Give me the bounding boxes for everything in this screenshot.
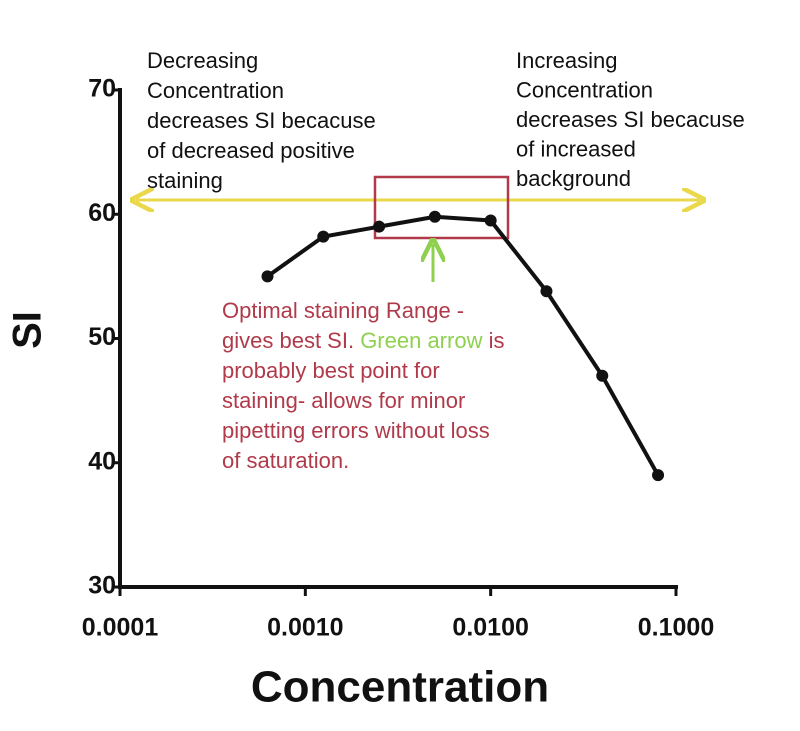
x-axis-title: Concentration — [251, 663, 549, 712]
annotation-line: background — [516, 166, 631, 191]
annotation-line: pipetting errors without loss — [222, 418, 490, 443]
y-tick-label: 30 — [88, 572, 116, 600]
data-point — [596, 369, 609, 382]
annotation-line: of decreased positive — [147, 138, 355, 163]
y-tick-label: 60 — [88, 199, 116, 227]
data-point — [540, 285, 553, 298]
x-tick-label: 0.0001 — [82, 614, 159, 642]
x-tick-label: 0.0100 — [452, 614, 528, 642]
y-tick-label: 50 — [88, 323, 116, 351]
annotation-line: of saturation. — [222, 448, 349, 473]
annotation-line: Concentration — [147, 78, 284, 103]
data-point — [652, 469, 665, 482]
optimal-range-box — [373, 175, 510, 240]
data-point — [261, 270, 274, 283]
annotation-span: Green arrow — [360, 328, 482, 353]
data-line — [266, 214, 660, 477]
data-point — [484, 214, 497, 227]
annotation-span: probably best point for — [222, 358, 440, 383]
y-tick-label: 70 — [88, 75, 116, 103]
annotation-line: Concentration — [516, 77, 653, 102]
annotation-span: Optimal staining Range - — [222, 298, 464, 323]
data-point — [428, 210, 441, 223]
annotation-line: decreases SI becacuse — [516, 107, 745, 132]
annotation-line: decreases SI becacuse — [147, 108, 376, 133]
data-point — [373, 220, 386, 233]
annotation-line: Decreasing — [147, 48, 258, 73]
x-tick-label: 0.1000 — [638, 614, 714, 642]
annotation-span: is — [482, 328, 504, 353]
annotation-line: staining — [147, 168, 223, 193]
y-tick-label: 40 — [88, 447, 116, 475]
data-point — [317, 230, 330, 243]
annotation-span: gives best SI. — [222, 328, 360, 353]
x-tick-label: 0.0010 — [267, 614, 343, 642]
annotation-line: Optimal staining Range - — [222, 298, 464, 323]
annotation-span: pipetting errors without loss — [222, 418, 490, 443]
annotation-span: of saturation. — [222, 448, 349, 473]
annotation-line: probably best point for — [222, 358, 440, 383]
y-axis-title: SI — [6, 311, 50, 349]
annotation-line: gives best SI. Green arrow is — [222, 328, 504, 353]
annotation-span: staining- allows for minor — [222, 388, 465, 413]
annotation-line: of increased — [516, 136, 636, 161]
annotation-line: Increasing — [516, 48, 618, 73]
annotation-line: staining- allows for minor — [222, 388, 465, 413]
